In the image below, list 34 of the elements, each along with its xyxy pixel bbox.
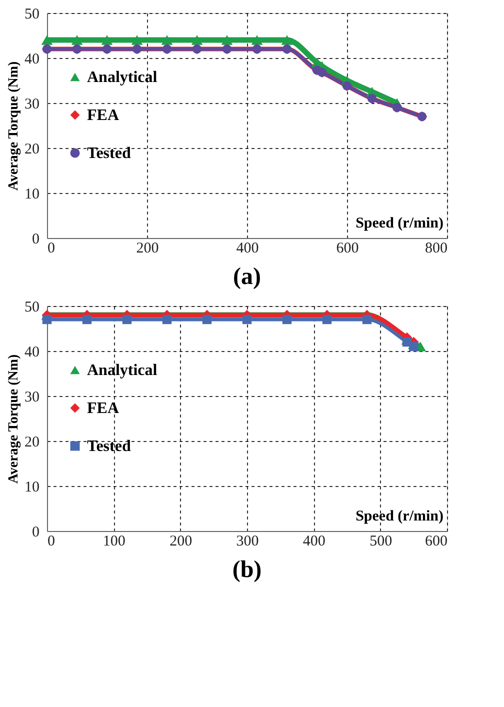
legend-label: Tested — [87, 145, 131, 162]
x-tick-label: 0 — [48, 534, 55, 550]
x-tick-label: 100 — [102, 534, 126, 550]
y-tick-label: 30 — [24, 390, 40, 406]
x-tick-label: 500 — [370, 534, 392, 550]
x-tick-label: 400 — [302, 534, 326, 550]
y-tick-label: 50 — [24, 300, 40, 316]
x-tick-label: 200 — [170, 534, 192, 550]
y-tick-label: 20 — [24, 434, 40, 450]
y-tick-label: 10 — [24, 480, 40, 496]
y-tick-label: 20 — [24, 142, 40, 158]
legend-label: Analytical — [87, 69, 158, 86]
x-tick-label: 400 — [236, 240, 259, 256]
x-axis-title: Speed (r/min) — [356, 216, 444, 232]
x-tick-label: 600 — [336, 240, 359, 256]
y-tick-label: 40 — [24, 52, 40, 68]
text: (b) — [232, 557, 262, 583]
x-tick-label: 300 — [236, 534, 259, 550]
legend-label: FEA — [87, 107, 120, 124]
y-tick-label: 30 — [24, 96, 40, 112]
x-tick-label: 800 — [425, 240, 448, 256]
x-axis-title: Speed (r/min) — [356, 508, 444, 524]
y-tick-label: 50 — [24, 6, 40, 22]
legend-label: FEA — [87, 400, 120, 417]
legend-label: Analytical — [87, 362, 158, 379]
y-tick-label: 40 — [24, 344, 40, 360]
x-tick-label: 200 — [136, 240, 159, 256]
x-tick-label: 0 — [48, 240, 55, 256]
x-tick-label: 600 — [425, 534, 448, 550]
legend-label: Tested — [87, 438, 131, 455]
y-axis-title: Average Torque (Nm) — [6, 60, 22, 191]
text: (a) — [233, 264, 261, 290]
y-axis-title: Average Torque (Nm) — [6, 354, 22, 484]
y-tick-label: 10 — [24, 186, 40, 202]
